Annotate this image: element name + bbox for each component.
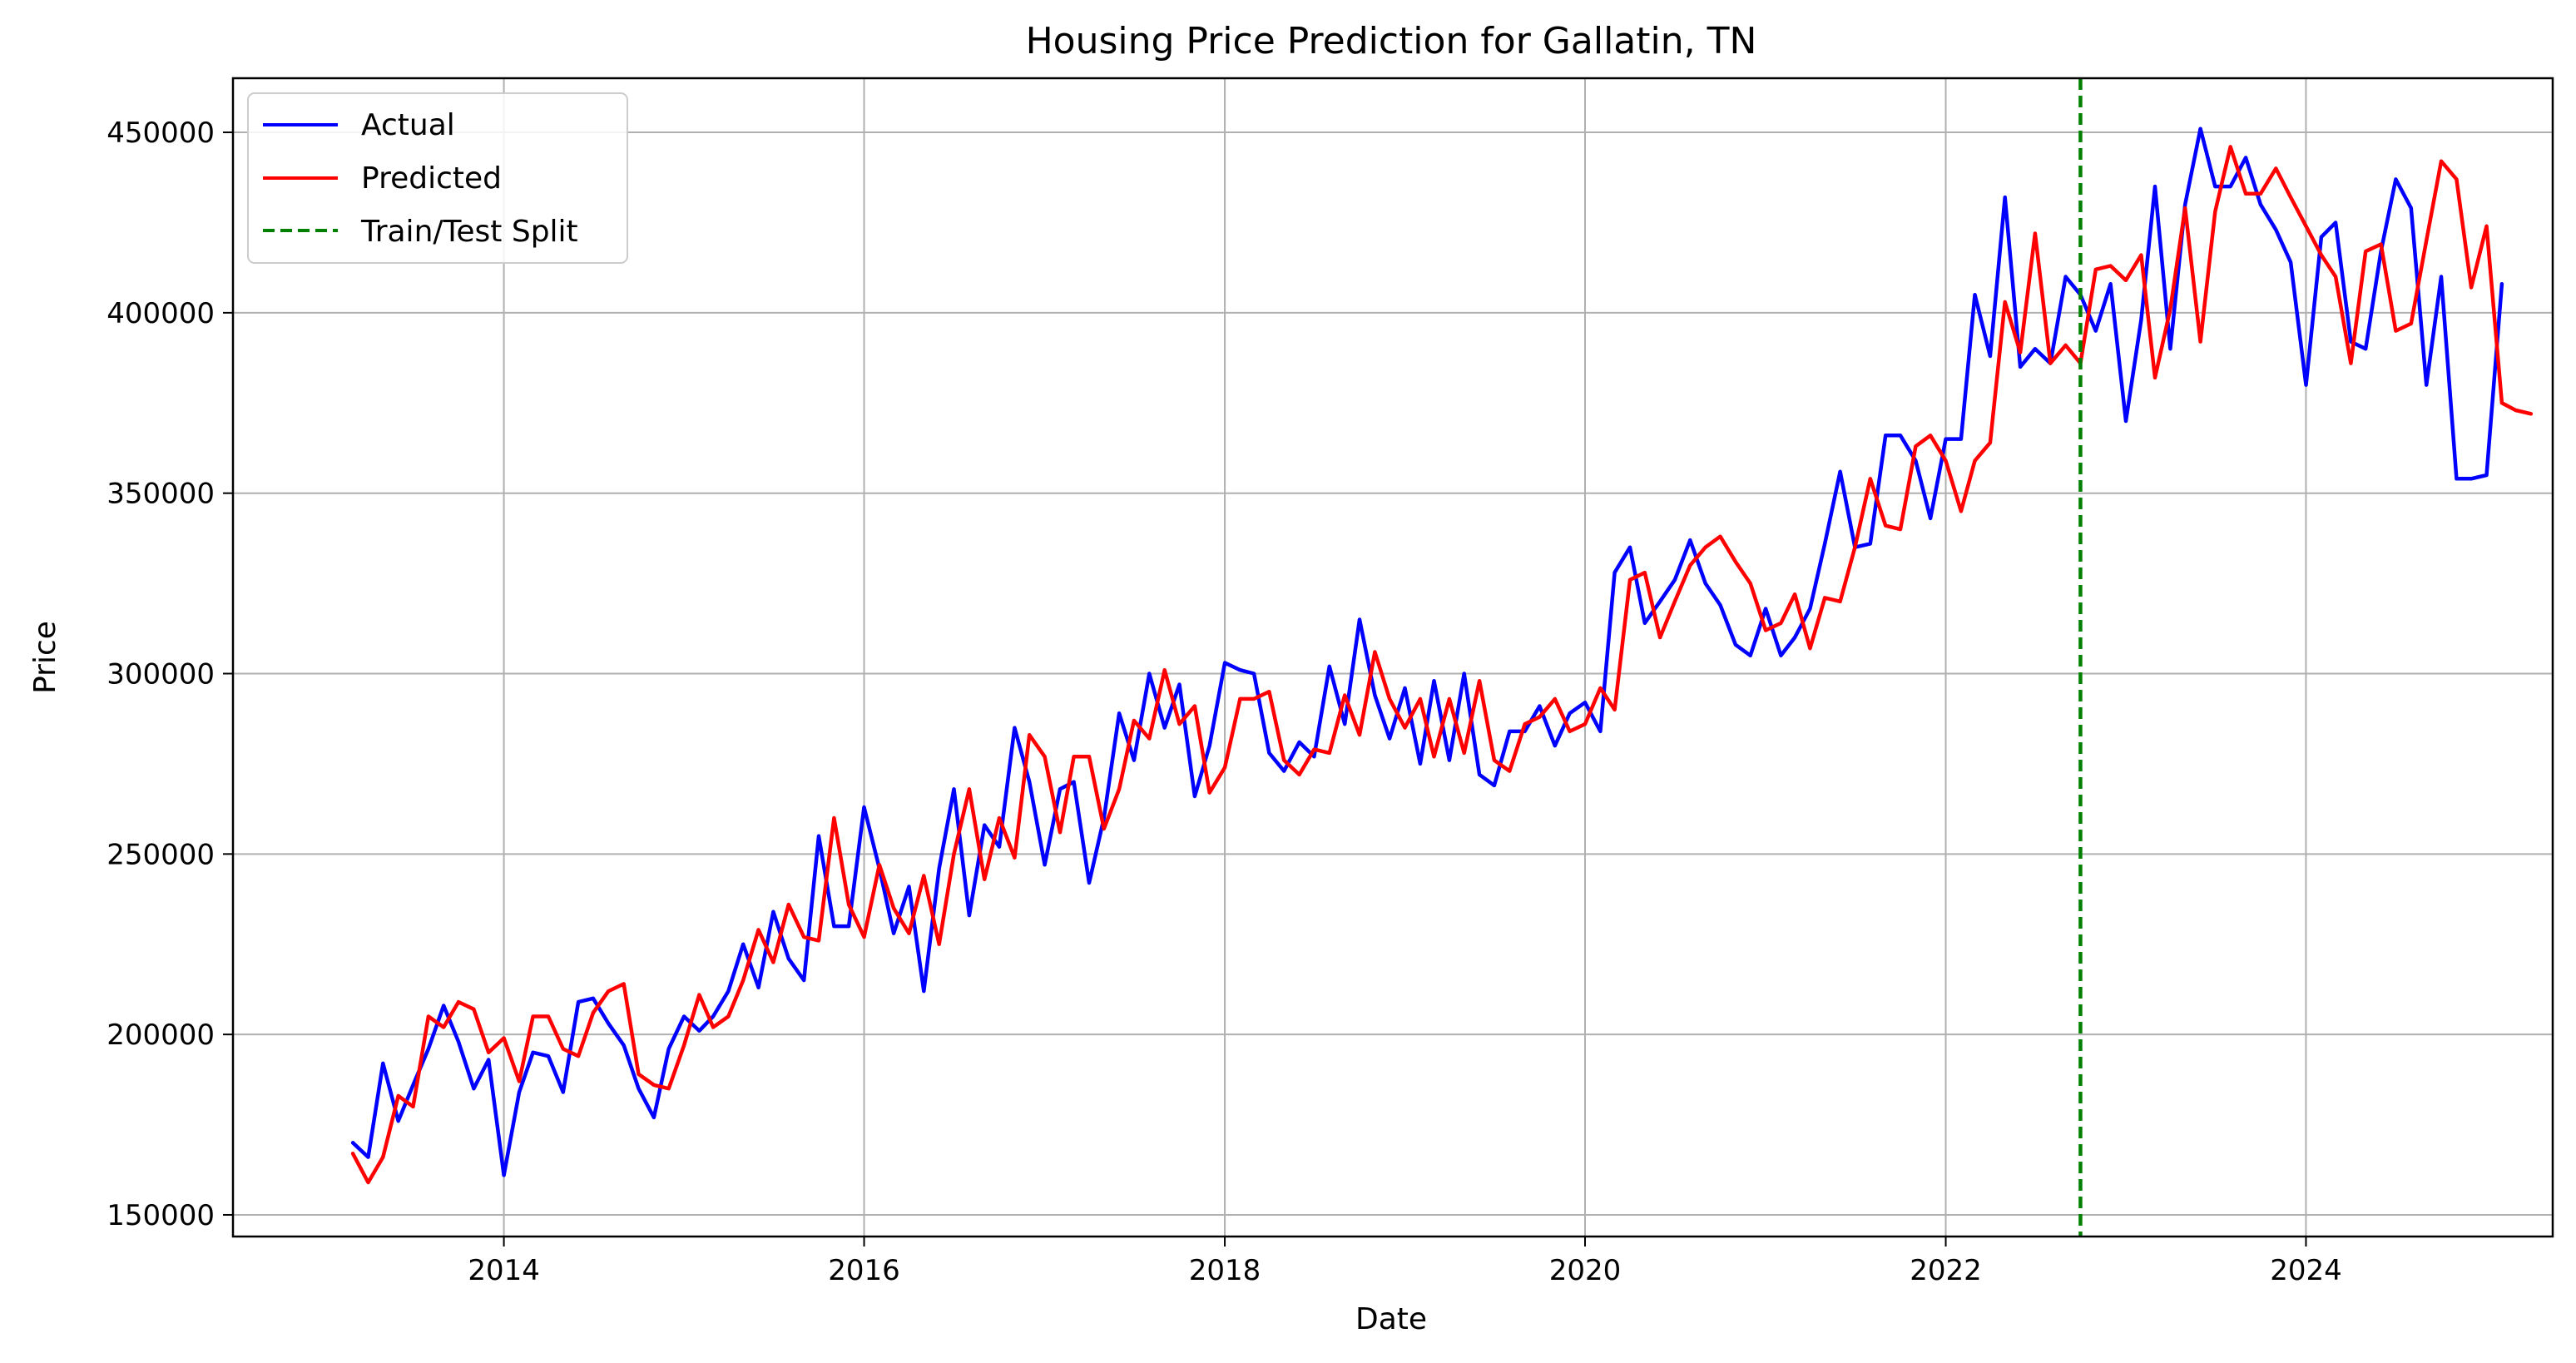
x-axis-label: Date: [1355, 1302, 1427, 1336]
y-tick-label: 400000: [107, 297, 215, 330]
plot-area-frame: [231, 77, 2554, 1238]
axis-ticks: 2014 2016 2018 2020 2022 2024 150000 200000 2500…: [107, 116, 2342, 1287]
x-tick-label: 2024: [2270, 1254, 2342, 1287]
legend-box: [247, 92, 628, 264]
y-tick-label: 450000: [107, 116, 215, 150]
series-lines: [350, 78, 2534, 1237]
y-tick-label: 350000: [107, 478, 215, 511]
legend-label-predicted: Predicted: [361, 161, 502, 196]
legend-label-split: Train/Test Split: [360, 215, 578, 249]
x-tick-label: 2014: [468, 1254, 540, 1287]
legend-label-actual: Actual: [361, 108, 455, 142]
chart-title: Housing Price Prediction for Gallatin, T…: [1026, 20, 1757, 62]
y-tick-label: 250000: [107, 838, 215, 871]
y-tick-label: 150000: [107, 1199, 215, 1232]
legend: Actual Predicted Train/Test Split: [247, 92, 628, 264]
x-tick-label: 2016: [828, 1254, 900, 1287]
x-tick-label: 2018: [1189, 1254, 1261, 1287]
x-tick-label: 2022: [1910, 1254, 1982, 1287]
y-tick-label: 200000: [107, 1019, 215, 1052]
series-line-predicted: [350, 145, 2534, 1185]
grid-lines: [233, 78, 2553, 1237]
y-tick-label: 300000: [107, 658, 215, 691]
x-tick-label: 2020: [1549, 1254, 1622, 1287]
y-axis-label: Price: [28, 621, 62, 694]
